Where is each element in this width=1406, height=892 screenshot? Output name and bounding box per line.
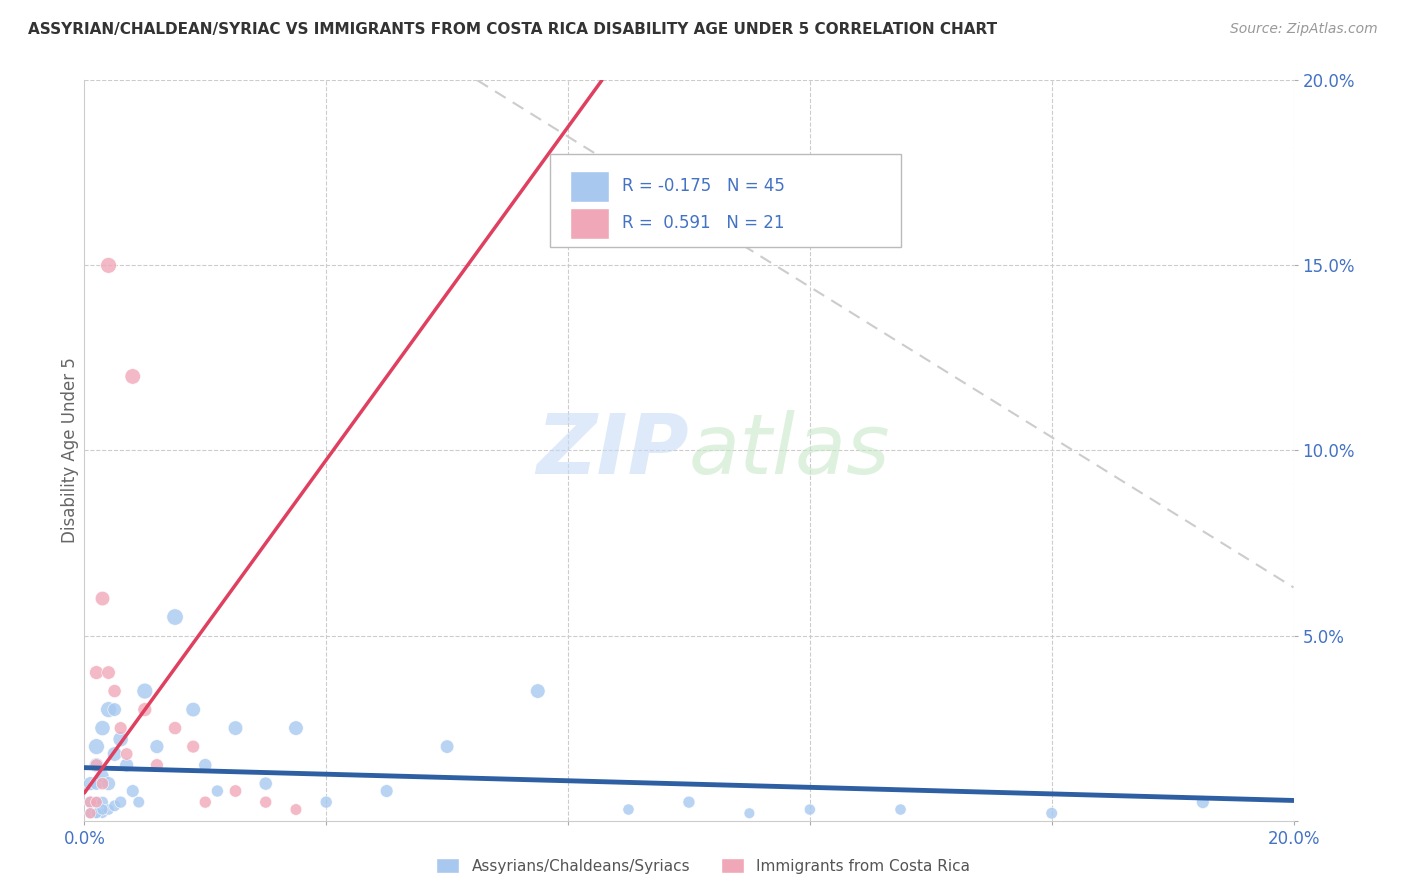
Point [890,803,912,817]
Point [104,747,127,761]
Point [121,784,143,798]
Point [526,684,548,698]
Point [436,739,458,754]
Point [91,806,114,821]
Point [86,776,108,791]
Point [86,758,108,772]
Point [104,703,127,717]
Point [86,665,108,680]
Text: ZIP: ZIP [536,410,689,491]
Point [128,795,150,809]
Point [110,795,132,809]
Text: ASSYRIAN/CHALDEAN/SYRIAC VS IMMIGRANTS FROM COSTA RICA DISABILITY AGE UNDER 5 CO: ASSYRIAN/CHALDEAN/SYRIAC VS IMMIGRANTS F… [28,22,997,37]
Point [97,665,120,680]
Point [86,806,108,821]
Point [91,776,114,791]
Legend: Assyrians/Chaldeans/Syriacs, Immigrants from Costa Rica: Assyrians/Chaldeans/Syriacs, Immigrants … [430,852,976,880]
Point [86,795,108,809]
Point [225,784,247,798]
FancyBboxPatch shape [571,208,609,239]
Point [115,747,138,761]
Point [134,703,156,717]
FancyBboxPatch shape [550,154,901,247]
Text: R = -0.175   N = 45: R = -0.175 N = 45 [623,178,786,195]
Point [91,803,114,817]
Point [163,610,186,624]
Point [110,721,132,735]
Point [104,798,127,813]
Point [91,721,114,735]
Point [254,776,277,791]
FancyBboxPatch shape [571,170,609,202]
Point [79,795,101,809]
Point [163,721,186,735]
Point [181,739,204,754]
Point [97,259,120,273]
Point [181,703,204,717]
Y-axis label: Disability Age Under 5: Disability Age Under 5 [62,358,80,543]
Point [284,721,308,735]
Point [375,784,398,798]
Point [91,769,114,783]
Point [115,758,138,772]
Point [79,776,101,791]
Point [110,732,132,747]
Point [91,795,114,809]
Text: Source: ZipAtlas.com: Source: ZipAtlas.com [1230,22,1378,37]
Point [207,784,229,798]
Point [1191,795,1213,809]
Point [97,803,120,817]
Point [315,795,337,809]
Point [79,806,101,821]
Point [97,776,120,791]
Point [194,758,217,772]
Point [678,795,700,809]
Point [79,795,101,809]
Point [799,803,821,817]
Point [134,684,156,698]
Point [104,684,127,698]
Point [284,803,308,817]
Point [617,803,640,817]
Point [225,721,247,735]
Text: atlas: atlas [689,410,890,491]
Point [86,795,108,809]
Text: R =  0.591   N = 21: R = 0.591 N = 21 [623,214,785,232]
Point [146,739,169,754]
Point [91,591,114,606]
Point [79,806,101,821]
Point [1040,806,1063,821]
Point [86,739,108,754]
Point [121,369,143,384]
Point [254,795,277,809]
Point [86,806,108,821]
Point [86,758,108,772]
Point [194,795,217,809]
Point [738,806,761,821]
Point [97,703,120,717]
Point [146,758,169,772]
